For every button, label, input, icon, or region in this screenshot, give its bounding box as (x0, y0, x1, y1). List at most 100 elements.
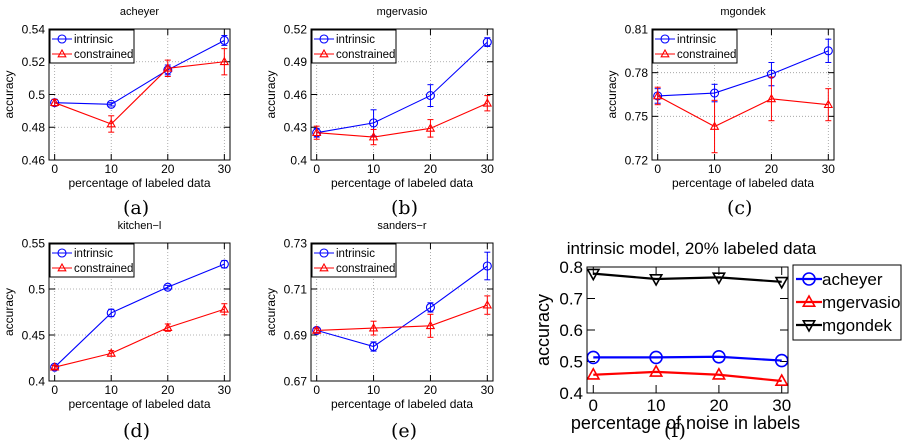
legend-marker (802, 272, 816, 286)
series-constrained (652, 76, 834, 154)
x-axis-label: percentage of labeled data (68, 176, 210, 190)
legend-marker (57, 248, 67, 258)
data-point (823, 46, 833, 56)
data-point (586, 268, 601, 282)
chart-title: mgervasio (377, 6, 428, 18)
legend-marker (57, 262, 67, 272)
chart-title: intrinsic model, 20% labeled data (567, 239, 817, 258)
legend-marker (319, 248, 329, 258)
series-constrained (311, 295, 493, 338)
data-point (482, 299, 493, 309)
data-point (49, 362, 60, 371)
plot-area (587, 267, 788, 393)
panel-label: (f) (664, 420, 686, 442)
data-point (106, 308, 116, 318)
chart-title: mgondek (720, 6, 766, 18)
x-tick-label: 10 (367, 383, 381, 397)
legend-label: intrinsic (74, 34, 113, 46)
series-intrinsic (50, 259, 229, 372)
series-line (54, 61, 225, 125)
y-tick-label: 0.5 (559, 353, 583, 372)
series-line (593, 370, 782, 383)
data-point (369, 118, 379, 128)
chart-panel-6: 0.4 0.5 0.6 0.7 0.8 0 10 20 30 intrinsic model, 2… (533, 239, 902, 442)
data-point (425, 123, 436, 132)
x-tick-label: 30 (218, 162, 232, 176)
y-tick-label: 0.45 (22, 328, 46, 342)
series-mgondek (586, 268, 789, 290)
data-point (649, 350, 663, 365)
legend-label: acheyer (822, 270, 883, 289)
y-tick-label: 0.78 (625, 66, 649, 80)
y-tick-label: 0.49 (284, 55, 308, 69)
x-tick-label: 0 (313, 162, 320, 176)
chart-panel-4: 0.4 0.45 0.5 0.55 0 10 20 30 kitchen−l percentage… (2, 220, 231, 442)
legend-marker (660, 34, 670, 44)
series-line (657, 50, 829, 97)
data-point (712, 349, 726, 364)
data-point (652, 90, 663, 100)
x-tick-label: 0 (313, 383, 320, 397)
data-point (106, 348, 116, 357)
data-point (425, 91, 435, 101)
x-tick-label: 20 (424, 162, 438, 176)
legend-label: constrained (677, 49, 736, 61)
x-tick-label: 10 (647, 396, 666, 415)
series-line (593, 355, 782, 362)
data-point (368, 322, 379, 332)
axes-box (310, 242, 494, 382)
x-tick-label: 20 (161, 383, 175, 397)
legend-label: constrained (74, 263, 133, 275)
x-tick-label: 10 (367, 162, 381, 176)
legend-label: intrinsic (336, 34, 375, 46)
x-tick-label: 0 (654, 162, 661, 176)
panel-label: (d) (123, 420, 150, 442)
chart-title: kitchen−l (118, 220, 162, 232)
data-point (163, 63, 173, 72)
y-tick-label: 0.5 (28, 88, 45, 102)
axes-box (48, 28, 231, 161)
x-axis-label: percentage of labeled data (331, 176, 473, 190)
x-axis-label: percentage of labeled data (672, 176, 814, 190)
legend: intrinsic constrained (311, 243, 397, 278)
data-point (311, 325, 322, 334)
y-tick-label: 0.6 (559, 321, 583, 340)
y-tick-label: 0.73 (284, 236, 308, 250)
chart-title: acheyer (120, 6, 159, 18)
y-tick-label: 0.75 (625, 110, 649, 124)
legend: intrinsic constrained (49, 243, 135, 278)
x-tick-label: 30 (822, 162, 836, 176)
x-tick-label: 20 (161, 162, 175, 176)
x-tick-label: 10 (105, 383, 119, 397)
data-point (711, 367, 726, 380)
x-tick-label: 10 (105, 162, 119, 176)
data-point (219, 304, 230, 313)
series-constrained (49, 48, 230, 133)
y-tick-label: 0.7 (559, 290, 583, 309)
y-tick-label: 0.69 (284, 328, 308, 342)
data-point (106, 118, 116, 128)
y-tick-label: 0.52 (284, 22, 308, 36)
data-point (711, 272, 726, 286)
x-tick-label: 0 (51, 383, 58, 397)
series-constrained (49, 303, 230, 371)
y-tick-label: 0.4 (290, 153, 307, 167)
data-point (311, 127, 322, 137)
legend-box (311, 29, 397, 64)
legend-label: intrinsic (677, 34, 716, 46)
x-axis-label: percentage of labeled data (68, 397, 210, 411)
x-axis-label: percentage of labeled data (331, 397, 473, 411)
data-point (219, 35, 229, 46)
legend-marker (801, 294, 817, 308)
data-point (163, 322, 173, 331)
legend-label: constrained (74, 49, 133, 61)
x-tick-label: 30 (218, 383, 232, 397)
data-point (482, 37, 492, 47)
series-line (316, 304, 488, 331)
series-line (316, 41, 488, 134)
data-point (425, 302, 435, 312)
panel-label: (b) (391, 197, 418, 219)
legend-marker (319, 48, 329, 58)
series-constrained (311, 95, 493, 146)
